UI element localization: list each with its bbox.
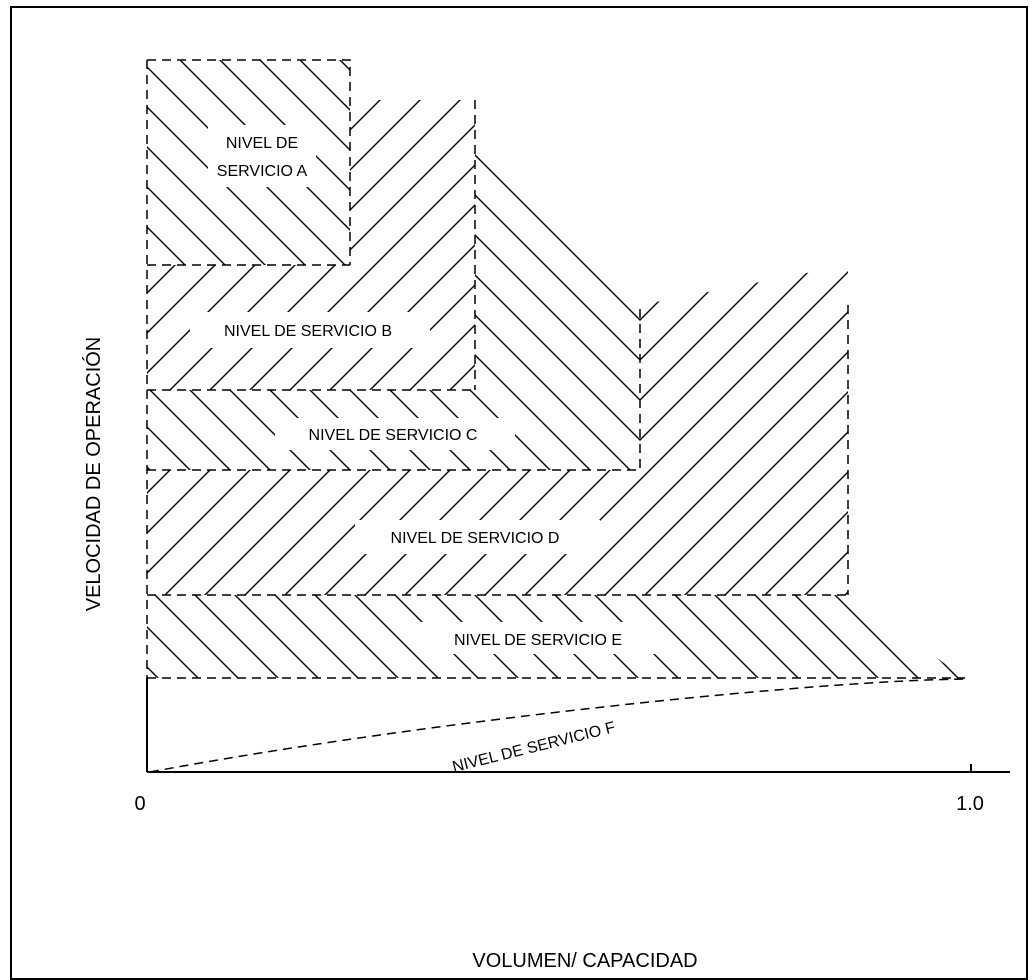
dashed-boundaries [146,59,969,773]
level-f-curve [149,678,969,773]
axes [146,678,1010,773]
level-a-label-line2: SERVICIO A [217,163,308,180]
x-axis-title: VOLUMEN/ CAPACIDAD [472,950,697,972]
region-d-hatch [147,265,848,595]
level-e-label: NIVEL DE SERVICIO E [454,632,622,649]
level-c-label: NIVEL DE SERVICIO C [309,427,478,444]
x-tick-label-1: 1.0 [956,793,984,815]
region-a-upper-hatch [350,100,475,265]
level-d-label: NIVEL DE SERVICIO D [391,530,560,547]
label-masks [190,125,660,654]
level-b-label: NIVEL DE SERVICIO B [224,323,392,340]
level-f-label: NIVEL DE SERVICIO F [451,719,618,776]
x-tick-label-0: 0 [134,793,145,815]
region-c-upper-hatch [475,145,640,470]
y-axis-title: VELOCIDAD DE OPERACIÓN [82,337,105,612]
level-a-label-line1: NIVEL DE [226,135,298,152]
outer-border [10,6,1028,980]
